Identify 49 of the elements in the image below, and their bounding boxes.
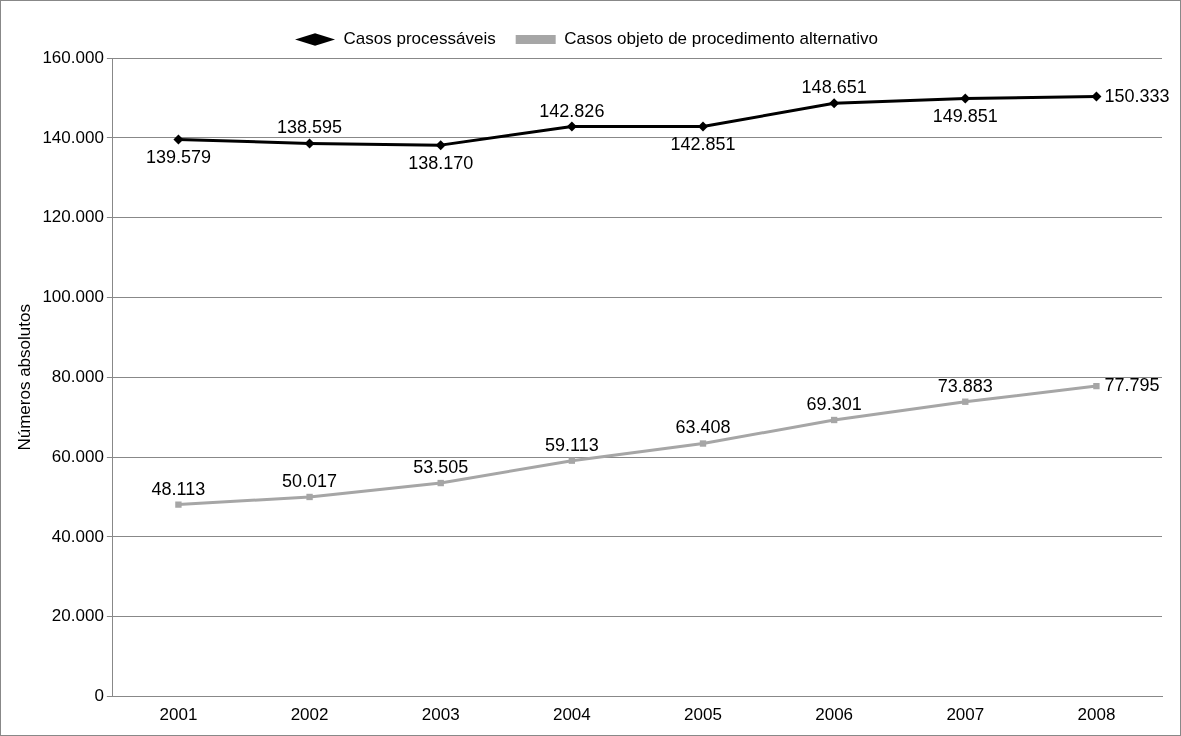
y-tick-label: 60.000 [51, 446, 104, 466]
y-tick-label: 80.000 [51, 366, 104, 386]
data-label: 142.851 [670, 134, 736, 155]
data-label: 53.505 [413, 457, 469, 478]
data-label: 69.301 [806, 393, 862, 414]
data-label: 73.883 [937, 375, 993, 396]
data-label: 150.333 [1104, 85, 1170, 106]
point [568, 457, 576, 464]
legend-label: Casos processáveis [343, 29, 496, 49]
point [829, 98, 840, 109]
point [698, 121, 708, 132]
data-label: 138.170 [408, 153, 474, 174]
point [566, 121, 577, 132]
legend-label: Casos objeto de procedimento alternativo [564, 29, 878, 49]
x-tick-label: 2001 [159, 705, 198, 725]
y-tick-label: 140.000 [42, 127, 104, 147]
data-label: 48.113 [151, 478, 206, 499]
point [304, 138, 315, 149]
data-label: 63.408 [675, 417, 731, 438]
data-label: 142.826 [539, 100, 605, 121]
point [1093, 382, 1100, 390]
point [175, 501, 182, 508]
point [306, 493, 313, 501]
data-label: 59.113 [544, 434, 599, 455]
data-label: 148.651 [801, 77, 867, 98]
y-axis-title: Números absolutos [14, 304, 34, 451]
point [1091, 91, 1102, 102]
y-tick-label: 0 [94, 686, 104, 706]
y-tick-label: 100.000 [42, 287, 104, 307]
y-tick-label: 20.000 [51, 606, 104, 626]
x-tick-label: 2004 [552, 705, 591, 725]
data-label: 149.851 [932, 106, 998, 127]
data-label: 138.595 [277, 117, 343, 138]
x-tick-label: 2005 [684, 705, 722, 725]
data-label: 50.017 [282, 470, 338, 491]
point [435, 140, 446, 151]
y-tick-label: 160.000 [42, 47, 104, 67]
x-tick-label: 2003 [421, 705, 460, 725]
point [962, 398, 969, 405]
data-label: 77.795 [1104, 375, 1160, 396]
x-tick-label: 2007 [946, 705, 985, 725]
data-label: 139.579 [145, 147, 211, 168]
x-tick-label: 2008 [1077, 705, 1116, 725]
x-tick-label: 2002 [290, 705, 329, 725]
point [173, 134, 184, 145]
point [699, 440, 707, 447]
y-tick-label: 40.000 [51, 526, 104, 546]
x-tick-label: 2006 [815, 705, 854, 725]
y-tick-label: 120.000 [42, 207, 104, 227]
